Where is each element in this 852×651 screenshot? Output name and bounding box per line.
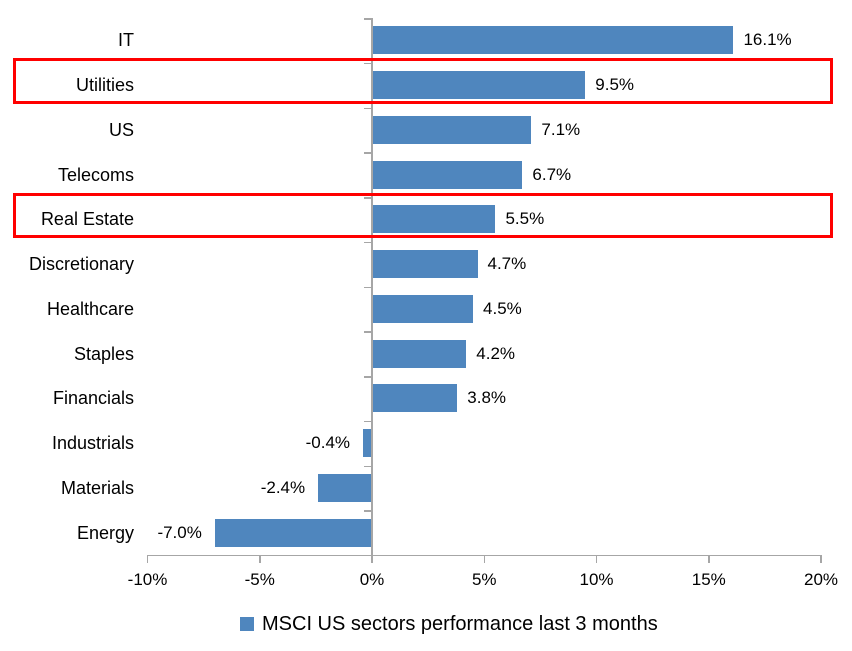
x-tick-label: 5%	[471, 569, 497, 589]
category-boundary-tick	[364, 62, 371, 65]
category-boundary-tick	[364, 465, 371, 467]
bar	[372, 250, 478, 279]
category-boundary-tick	[364, 18, 371, 20]
x-axis-tick	[595, 554, 598, 563]
category-boundary-tick	[364, 286, 371, 288]
bar	[363, 429, 372, 458]
x-tick-label: 10%	[579, 569, 614, 589]
bar	[372, 384, 458, 413]
bar	[318, 473, 372, 502]
x-tick-label: -5%	[244, 569, 275, 589]
bar	[372, 71, 586, 100]
value-label: 4.7%	[487, 254, 527, 274]
bar	[372, 26, 734, 55]
category-label: US	[108, 119, 134, 140]
category-label: Energy	[76, 522, 134, 543]
value-label: 3.8%	[467, 388, 507, 408]
category-label: Real Estate	[40, 209, 134, 230]
value-label: -7.0%	[157, 522, 202, 542]
category-boundary-tick	[364, 107, 371, 109]
value-label: 16.1%	[743, 30, 792, 50]
category-boundary-tick	[364, 420, 371, 423]
x-axis-tick	[483, 554, 485, 563]
category-label: Industrials	[51, 433, 134, 454]
bar	[372, 294, 474, 323]
value-label: 7.1%	[541, 119, 581, 139]
category-boundary-tick	[364, 331, 371, 333]
bar	[372, 205, 496, 234]
bar	[372, 339, 467, 368]
category-boundary-tick	[364, 241, 371, 244]
x-axis-tick	[259, 554, 261, 563]
legend-color-swatch-icon	[240, 617, 254, 631]
category-label: Materials	[60, 477, 134, 498]
value-label: -2.4%	[260, 477, 306, 497]
value-label: 4.5%	[483, 298, 522, 318]
value-label: 6.7%	[532, 164, 572, 184]
value-label: 9.5%	[595, 75, 635, 95]
bar	[214, 518, 372, 547]
category-boundary-tick	[364, 376, 371, 378]
category-label: Utilities	[75, 75, 134, 96]
category-label: Healthcare	[46, 298, 134, 319]
x-axis-tick	[146, 554, 149, 563]
x-tick-label: 0%	[359, 569, 385, 589]
x-tick-label: 20%	[803, 569, 839, 589]
value-label: 4.2%	[476, 343, 516, 363]
x-tick-label: 15%	[691, 569, 726, 589]
value-label: 5.5%	[505, 209, 545, 229]
category-label: Staples	[73, 343, 134, 364]
x-axis-tick	[371, 554, 373, 563]
category-label: Telecoms	[57, 164, 134, 185]
highlight-box-utilities	[13, 58, 833, 104]
category-label: Discretionary	[28, 254, 134, 275]
x-axis-tick	[820, 554, 822, 563]
bar	[372, 115, 532, 144]
x-axis-tick	[708, 554, 710, 563]
legend: MSCI US sectors performance last 3 month…	[240, 612, 658, 636]
legend-label: MSCI US sectors performance last 3 month…	[262, 613, 658, 635]
category-boundary-tick	[364, 197, 371, 199]
category-label: Financials	[52, 388, 134, 409]
x-tick-label: -10%	[127, 569, 168, 589]
zero-axis-line	[371, 18, 373, 556]
category-label: IT	[118, 30, 134, 51]
highlight-box-real-estate	[13, 192, 833, 239]
category-boundary-tick	[364, 510, 371, 512]
category-boundary-tick	[364, 152, 371, 154]
bar	[372, 160, 523, 189]
value-label: -0.4%	[305, 433, 351, 453]
